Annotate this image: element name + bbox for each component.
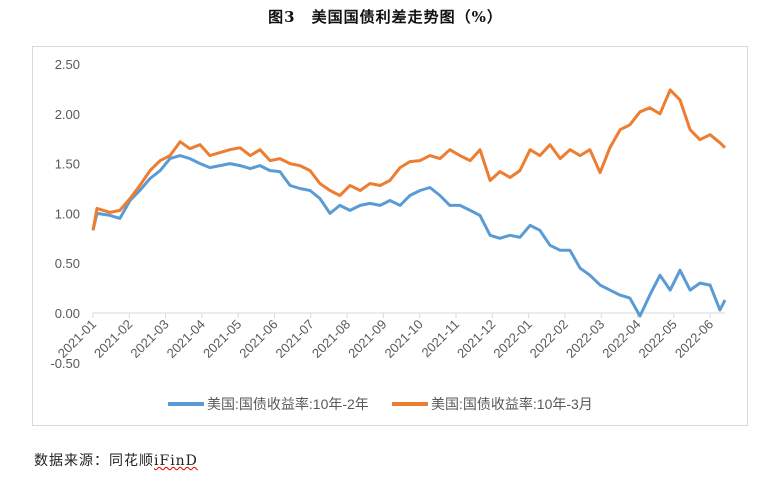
legend-label: 美国:国债收益率:10年-3月 [431,396,593,412]
y-tick-label: -0.50 [50,356,80,371]
x-tick-label: 2022-01 [490,317,534,361]
source-label: 数据来源：同花顺 [34,453,154,469]
series-line-1 [91,154,727,318]
x-tick-label: 2021-07 [273,317,317,361]
x-tick-label: 2021-09 [345,317,389,361]
x-tick-label: 2022-02 [527,317,571,361]
x-tick-label: 2021-06 [236,317,280,361]
x-tick-label: 2021-10 [381,317,425,361]
x-tick-label: 2021-02 [91,317,135,361]
source-note: 数据来源：同花顺iFinD [34,450,198,470]
x-tick-label: 2021-01 [55,317,99,361]
y-tick-label: 0.00 [55,306,80,321]
series-line-2 [91,88,727,231]
x-tick-label: 2021-04 [164,317,208,361]
chart-frame [32,46,748,426]
x-tick-label: 2021-03 [127,317,171,361]
legend-label: 美国:国债收益率:10年-2年 [207,396,369,412]
x-tick-label: 2022-06 [672,317,716,361]
chart-title: 图3 美国国债利差走势图（%） [268,8,503,26]
x-tick-label: 2022-05 [636,317,680,361]
x-tick-label: 2021-11 [418,317,462,361]
x-tick-label: 2021-12 [454,317,498,361]
y-tick-label: 0.50 [55,256,80,271]
y-tick-label: 1.00 [55,206,80,221]
y-tick-label: 2.00 [55,107,80,122]
y-tick-label: 2.50 [55,57,80,72]
y-tick-label: 1.50 [55,157,80,172]
source-brand: iFinD [154,453,198,469]
x-tick-label: 2021-08 [309,317,353,361]
x-tick-label: 2021-05 [200,317,244,361]
x-tick-label: 2022-03 [563,317,607,361]
x-tick-label: 2022-04 [599,317,643,361]
